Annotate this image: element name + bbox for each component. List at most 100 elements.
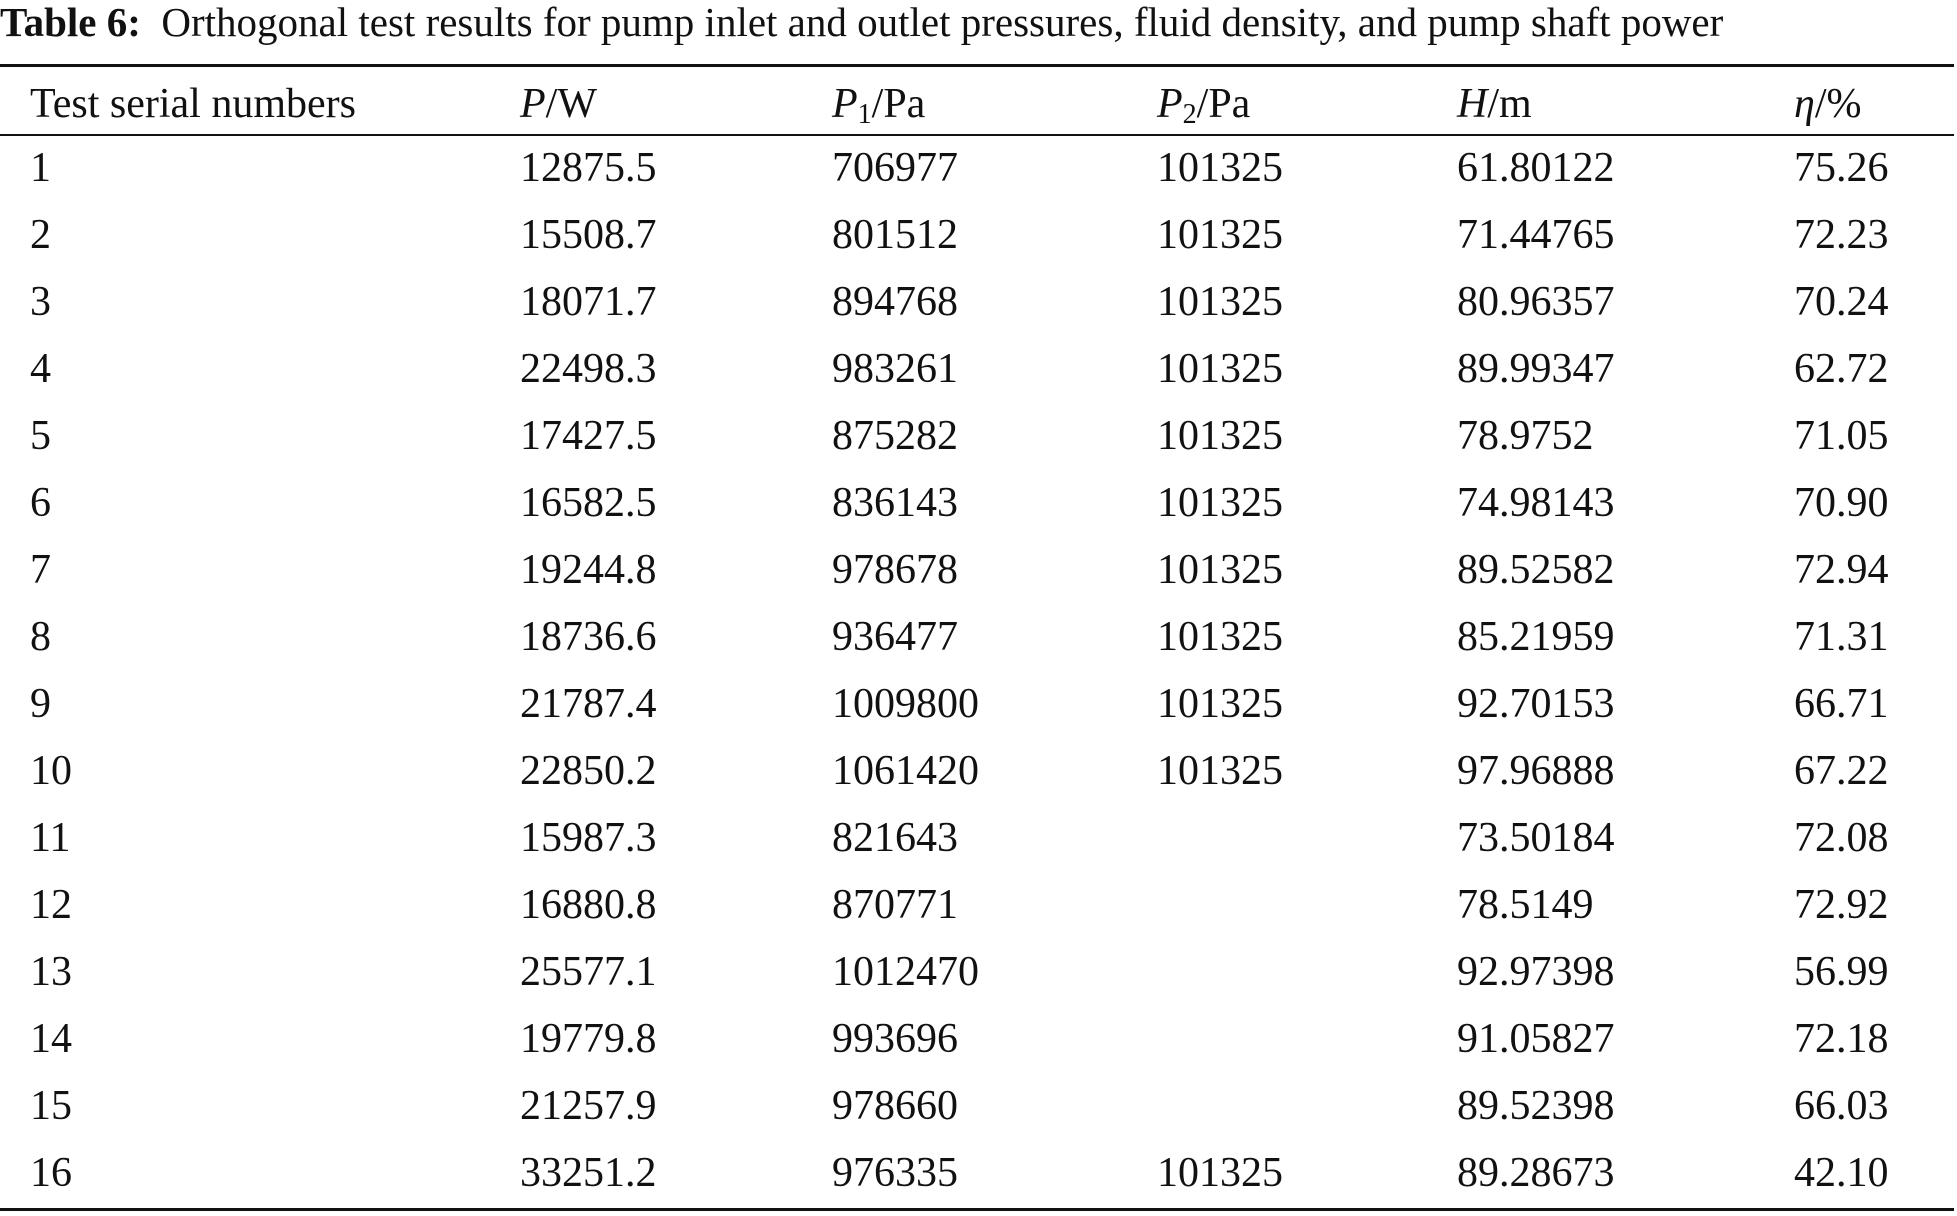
cell-serial: 15 — [30, 1082, 72, 1129]
table-row: 13 25577.1 1012470 92.97398 56.99 — [0, 938, 1954, 1005]
table-row: 8 18736.6 936477 101325 85.21959 71.31 — [0, 603, 1954, 670]
cell-serial: 3 — [30, 278, 51, 325]
cell-inlet-pressure: 976335 — [832, 1149, 958, 1196]
cell-outlet-pressure: 101325 — [1157, 747, 1283, 794]
header-rule — [0, 134, 1954, 136]
cell-serial: 5 — [30, 412, 51, 459]
cell-inlet-pressure: 1009800 — [832, 680, 979, 727]
cell-inlet-pressure: 894768 — [832, 278, 958, 325]
cell-inlet-pressure: 978678 — [832, 546, 958, 593]
cell-efficiency: 72.23 — [1794, 211, 1889, 258]
table-row: 15 21257.9 978660 89.52398 66.03 — [0, 1072, 1954, 1139]
cell-serial: 9 — [30, 680, 51, 727]
cell-power: 16582.5 — [520, 479, 657, 526]
cell-outlet-pressure — [1157, 871, 1457, 938]
cell-inlet-pressure: 821643 — [832, 814, 958, 861]
cell-efficiency: 75.26 — [1794, 144, 1889, 191]
cell-power: 21257.9 — [520, 1082, 657, 1129]
cell-efficiency: 66.03 — [1794, 1082, 1889, 1129]
cell-efficiency: 67.22 — [1794, 747, 1889, 794]
cell-outlet-pressure: 101325 — [1157, 144, 1283, 191]
cell-head: 74.98143 — [1457, 479, 1615, 526]
cell-outlet-pressure: 101325 — [1157, 1149, 1283, 1196]
cell-serial: 13 — [30, 948, 72, 995]
cell-outlet-pressure: 101325 — [1157, 680, 1283, 727]
cell-outlet-pressure: 101325 — [1157, 546, 1283, 593]
cell-efficiency: 72.08 — [1794, 814, 1889, 861]
cell-outlet-pressure — [1157, 1072, 1457, 1139]
cell-efficiency: 71.31 — [1794, 613, 1889, 660]
cell-outlet-pressure — [1157, 938, 1457, 1005]
cell-outlet-pressure: 101325 — [1157, 345, 1283, 392]
cell-head: 80.96357 — [1457, 278, 1615, 325]
cell-serial: 16 — [30, 1149, 72, 1196]
cell-power: 22850.2 — [520, 747, 657, 794]
cell-head: 89.52582 — [1457, 546, 1615, 593]
cell-serial: 4 — [30, 345, 51, 392]
cell-inlet-pressure: 836143 — [832, 479, 958, 526]
cell-outlet-pressure — [1157, 1005, 1457, 1072]
top-rule — [0, 64, 1954, 67]
table-row: 10 22850.2 1061420 101325 97.96888 67.22 — [0, 737, 1954, 804]
cell-power: 16880.8 — [520, 881, 657, 928]
table-row: 3 18071.7 894768 101325 80.96357 70.24 — [0, 268, 1954, 335]
cell-serial: 2 — [30, 211, 51, 258]
cell-efficiency: 66.71 — [1794, 680, 1889, 727]
cell-efficiency: 71.05 — [1794, 412, 1889, 459]
cell-outlet-pressure: 101325 — [1157, 613, 1283, 660]
cell-serial: 8 — [30, 613, 51, 660]
cell-power: 15508.7 — [520, 211, 657, 258]
table-row: 14 19779.8 993696 91.05827 72.18 — [0, 1005, 1954, 1072]
cell-power: 15987.3 — [520, 814, 657, 861]
cell-inlet-pressure: 983261 — [832, 345, 958, 392]
table-row: 2 15508.7 801512 101325 71.44765 72.23 — [0, 201, 1954, 268]
cell-power: 25577.1 — [520, 948, 657, 995]
cell-inlet-pressure: 936477 — [832, 613, 958, 660]
cell-serial: 7 — [30, 546, 51, 593]
caption-label: Table 6: — [0, 0, 141, 45]
cell-inlet-pressure: 706977 — [832, 144, 958, 191]
cell-inlet-pressure: 978660 — [832, 1082, 958, 1129]
caption-text: Orthogonal test results for pump inlet a… — [161, 0, 1724, 45]
header-inlet-pressure: P1/Pa — [832, 80, 926, 130]
header-serial: Test serial numbers — [30, 80, 356, 127]
cell-efficiency: 70.24 — [1794, 278, 1889, 325]
cell-inlet-pressure: 1012470 — [832, 948, 979, 995]
cell-head: 73.50184 — [1457, 814, 1615, 861]
cell-inlet-pressure: 801512 — [832, 211, 958, 258]
cell-outlet-pressure: 101325 — [1157, 211, 1283, 258]
cell-serial: 14 — [30, 1015, 72, 1062]
table-row: 6 16582.5 836143 101325 74.98143 70.90 — [0, 469, 1954, 536]
table-row: 1 12875.5 706977 101325 61.80122 75.26 — [0, 134, 1954, 201]
table-row: 16 33251.2 976335 101325 89.28673 42.10 — [0, 1139, 1954, 1206]
cell-efficiency: 56.99 — [1794, 948, 1889, 995]
cell-serial: 12 — [30, 881, 72, 928]
cell-serial: 1 — [30, 144, 51, 191]
header-outlet-pressure: P2/Pa — [1157, 80, 1251, 130]
cell-efficiency: 70.90 — [1794, 479, 1889, 526]
cell-outlet-pressure: 101325 — [1157, 412, 1283, 459]
cell-power: 21787.4 — [520, 680, 657, 727]
cell-efficiency: 62.72 — [1794, 345, 1889, 392]
cell-efficiency: 42.10 — [1794, 1149, 1889, 1196]
cell-power: 12875.5 — [520, 144, 657, 191]
cell-head: 78.5149 — [1457, 881, 1594, 928]
bottom-rule — [0, 1208, 1954, 1211]
cell-head: 89.99347 — [1457, 345, 1615, 392]
table-row: 12 16880.8 870771 78.5149 72.92 — [0, 871, 1954, 938]
header-power: P/W — [520, 80, 597, 127]
cell-head: 97.96888 — [1457, 747, 1615, 794]
cell-inlet-pressure: 1061420 — [832, 747, 979, 794]
cell-head: 89.28673 — [1457, 1149, 1615, 1196]
cell-power: 18071.7 — [520, 278, 657, 325]
cell-head: 92.70153 — [1457, 680, 1615, 727]
cell-head: 85.21959 — [1457, 613, 1615, 660]
cell-head: 61.80122 — [1457, 144, 1615, 191]
cell-power: 19244.8 — [520, 546, 657, 593]
cell-power: 19779.8 — [520, 1015, 657, 1062]
cell-efficiency: 72.18 — [1794, 1015, 1889, 1062]
header-head: H/m — [1457, 80, 1532, 127]
cell-head: 91.05827 — [1457, 1015, 1615, 1062]
table-row: 4 22498.3 983261 101325 89.99347 62.72 — [0, 335, 1954, 402]
cell-inlet-pressure: 870771 — [832, 881, 958, 928]
